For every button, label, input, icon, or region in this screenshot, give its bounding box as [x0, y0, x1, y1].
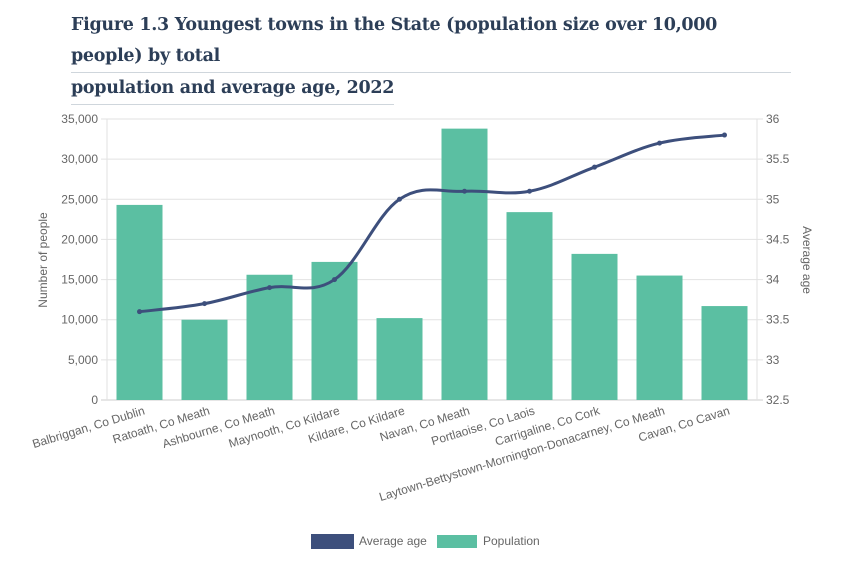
average-age-point — [592, 164, 597, 170]
y-tick-label: 35,000 — [61, 112, 98, 126]
average-age-point — [657, 140, 662, 146]
population-bar — [376, 318, 423, 400]
y-tick-label: 25,000 — [61, 192, 98, 206]
y2-tick-label: 34 — [766, 273, 780, 287]
average-age-point — [267, 285, 272, 291]
average-age-point — [202, 301, 207, 307]
y-tick-label: 15,000 — [61, 273, 98, 287]
legend-swatch-population[interactable] — [437, 535, 477, 548]
population-bar — [571, 253, 618, 400]
y-tick-label: 20,000 — [61, 232, 98, 246]
y2-tick-label: 34.5 — [766, 232, 790, 246]
chart-title: Figure 1.3 Youngest towns in the State (… — [71, 10, 791, 105]
population-bars — [116, 128, 748, 401]
legend-label-average-age[interactable]: Average age — [359, 534, 427, 548]
average-age-point — [137, 309, 142, 315]
chart-title-line-1: Figure 1.3 Youngest towns in the State (… — [71, 10, 791, 73]
population-bar — [441, 128, 488, 401]
y2-tick-label: 35 — [766, 192, 780, 206]
average-age-point — [527, 188, 532, 194]
average-age-line-path — [139, 133, 725, 314]
legend-label-population[interactable]: Population — [483, 534, 540, 548]
population-bar — [636, 275, 683, 400]
y2-axis-title: Average age — [800, 226, 814, 294]
population-bar — [246, 274, 293, 400]
y-tick-label: 10,000 — [61, 313, 98, 327]
average-age-point — [397, 196, 402, 202]
population-bar — [506, 212, 553, 400]
y-tick-label: 30,000 — [61, 152, 98, 166]
y2-tick-label: 35.5 — [766, 152, 790, 166]
population-bar — [311, 261, 358, 400]
legend: Average age Population — [311, 534, 540, 549]
average-age-line — [137, 132, 727, 315]
right-axis-ticks: 32.5 33 33.5 34 34.5 35 35.5 36 — [766, 112, 790, 407]
y2-tick-label: 33.5 — [766, 313, 790, 327]
population-bar — [701, 306, 748, 400]
chart-title-line-2: population and average age, 2022 — [71, 73, 394, 105]
legend-swatch-average-age[interactable] — [311, 534, 354, 549]
y-axis-title: Number of people — [36, 212, 50, 308]
y-tick-label: 0 — [91, 393, 98, 407]
average-age-point — [332, 277, 337, 283]
average-age-point — [462, 188, 467, 194]
population-bar — [181, 319, 228, 400]
y-tick-label: 5,000 — [68, 353, 98, 367]
y2-tick-label: 36 — [766, 112, 780, 126]
left-axis-ticks: 0 5,000 10,000 15,000 20,000 25,000 30,000 35,0… — [61, 112, 98, 407]
average-age-point — [722, 132, 727, 138]
population-bar — [116, 204, 163, 400]
y2-tick-label: 32.5 — [766, 393, 790, 407]
y2-tick-label: 33 — [766, 353, 780, 367]
